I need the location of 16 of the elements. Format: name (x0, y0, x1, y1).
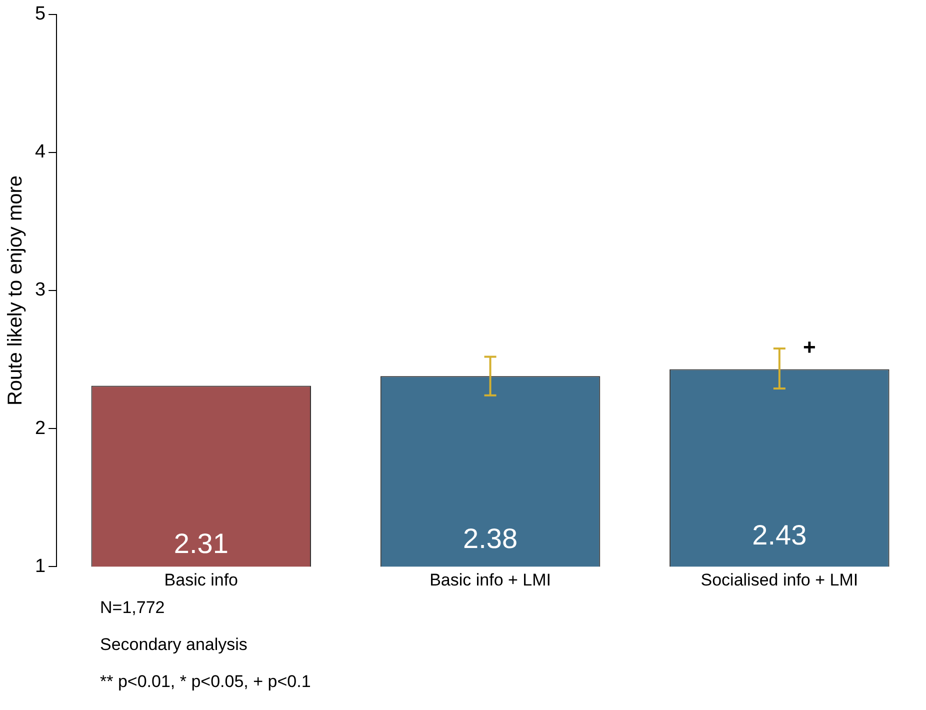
text: N=1,772 (100, 598, 166, 619)
y-tick-label: 2 (34, 418, 46, 439)
y-axis-title: Route likely to enjoy more (4, 175, 27, 406)
y-tick-label: 3 (34, 280, 46, 301)
data-label: 2.31 (174, 528, 228, 559)
y-tick-label: 5 (34, 4, 46, 25)
annotation: + (803, 334, 816, 360)
data-label: 2.43 (752, 520, 807, 551)
data-label: 2.38 (463, 523, 518, 554)
x-tick-label: Socialised info + LMI (700, 570, 858, 590)
x-tick-label: Basic info (164, 570, 238, 590)
x-tick-label: Basic info + LMI (430, 570, 551, 590)
text: Secondary analysis (100, 635, 248, 656)
y-tick-label: 1 (34, 556, 46, 577)
text: ** p<0.01, * p<0.05, + p<0.1 (100, 672, 311, 693)
y-tick-label: 4 (34, 142, 46, 163)
